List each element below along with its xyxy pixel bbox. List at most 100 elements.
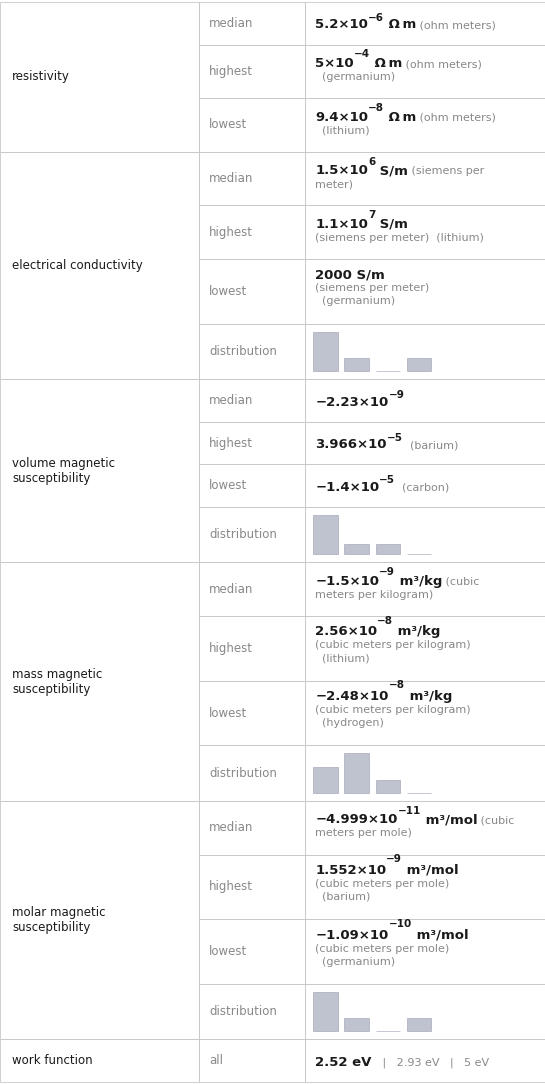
Text: −2.23×10: −2.23×10 [315,396,389,409]
Bar [305,152,545,206]
Text: (lithium): (lithium) [315,654,370,663]
Text: (ohm meters): (ohm meters) [416,21,496,30]
Text: highest: highest [209,642,253,655]
Bar [376,544,400,554]
Text: S/m: S/m [376,165,408,178]
Bar [305,206,545,259]
Bar [199,206,305,259]
Text: distribution: distribution [209,528,277,541]
Text: electrical conductivity: electrical conductivity [12,259,143,272]
Bar [305,379,545,422]
Text: 2.56×10: 2.56×10 [315,625,377,638]
Text: median: median [209,822,253,835]
Text: −9: −9 [379,567,395,577]
Text: (ohm meters): (ohm meters) [402,59,482,69]
Bar [199,422,305,464]
Text: −9: −9 [389,390,404,400]
Bar [305,616,545,681]
Text: (carbon): (carbon) [395,482,450,493]
Bar [0,563,199,801]
Text: (cubic meters per kilogram): (cubic meters per kilogram) [315,641,471,650]
Text: S/m: S/m [376,218,408,231]
Text: (hydrogen): (hydrogen) [315,718,384,728]
Text: distribution: distribution [209,1005,277,1018]
Text: lowest: lowest [209,118,247,131]
Bar [407,1018,431,1032]
Text: (cubic: (cubic [477,815,515,825]
Text: median: median [209,583,253,595]
Text: (siemens per meter): (siemens per meter) [315,284,429,294]
Text: molar magnetic
susceptibility: molar magnetic susceptibility [12,906,106,934]
Bar [199,324,305,379]
Bar [199,507,305,563]
Text: −11: −11 [397,805,421,816]
Bar [344,1018,368,1032]
Text: distribution: distribution [209,766,277,779]
Bar [199,919,305,984]
Text: lowest: lowest [209,285,247,298]
Text: −10: −10 [389,919,411,929]
Text: −4: −4 [354,50,370,60]
Text: −4.999×10: −4.999×10 [315,813,397,826]
Text: Ω m: Ω m [384,111,416,124]
Text: meter): meter) [315,179,353,190]
Text: −2.48×10: −2.48×10 [315,691,389,704]
Bar [199,464,305,507]
Text: −8: −8 [368,103,384,113]
Text: (barium): (barium) [315,892,371,902]
Text: −1.5×10: −1.5×10 [315,575,379,588]
Text: Ω m: Ω m [384,18,416,31]
Bar [199,44,305,99]
Bar [344,358,368,371]
Bar [305,984,545,1040]
Text: lowest: lowest [209,707,247,720]
Text: −1.09×10: −1.09×10 [315,929,389,942]
Text: m³/mol: m³/mol [421,813,477,826]
Text: 6: 6 [368,157,376,167]
Text: −8: −8 [377,616,393,625]
Text: volume magnetic
susceptibility: volume magnetic susceptibility [12,456,115,485]
Text: m³/kg: m³/kg [404,691,452,704]
Text: (germanium): (germanium) [315,957,395,967]
Text: distribution: distribution [209,345,277,358]
Text: lowest: lowest [209,945,247,958]
Bar [344,753,368,792]
Text: highest: highest [209,437,253,450]
Bar [407,358,431,371]
Text: meters per mole): meters per mole) [315,828,412,838]
Text: (germanium): (germanium) [315,296,395,307]
Bar [0,379,199,563]
Text: 9.4×10: 9.4×10 [315,111,368,124]
Bar [0,801,199,1040]
Text: −8: −8 [389,681,404,691]
Bar [199,616,305,681]
Bar [313,332,337,371]
Bar [305,507,545,563]
Text: mass magnetic
susceptibility: mass magnetic susceptibility [12,668,102,696]
Text: 5.2×10: 5.2×10 [315,18,368,31]
Text: −5: −5 [387,433,403,442]
Text: Ω m: Ω m [370,57,402,70]
Text: 3.966×10: 3.966×10 [315,438,387,451]
Bar [305,801,545,854]
Bar [305,324,545,379]
Bar [313,515,337,554]
Text: 5×10: 5×10 [315,57,354,70]
Bar [305,2,545,44]
Bar [305,919,545,984]
Text: |   2.93 eV   |   5 eV: | 2.93 eV | 5 eV [372,1058,489,1069]
Bar [305,422,545,464]
Text: −5: −5 [379,475,395,485]
Text: all: all [209,1055,223,1068]
Text: resistivity: resistivity [12,70,70,83]
Bar [0,1040,199,1082]
Text: (cubic meters per kilogram): (cubic meters per kilogram) [315,705,471,715]
Text: median: median [209,172,253,185]
Text: m³/mol: m³/mol [411,929,468,942]
Bar [305,464,545,507]
Text: (siemens per meter)  (lithium): (siemens per meter) (lithium) [315,233,484,243]
Text: (barium): (barium) [403,440,458,450]
Bar [305,681,545,746]
Bar [199,681,305,746]
Text: median: median [209,393,253,406]
